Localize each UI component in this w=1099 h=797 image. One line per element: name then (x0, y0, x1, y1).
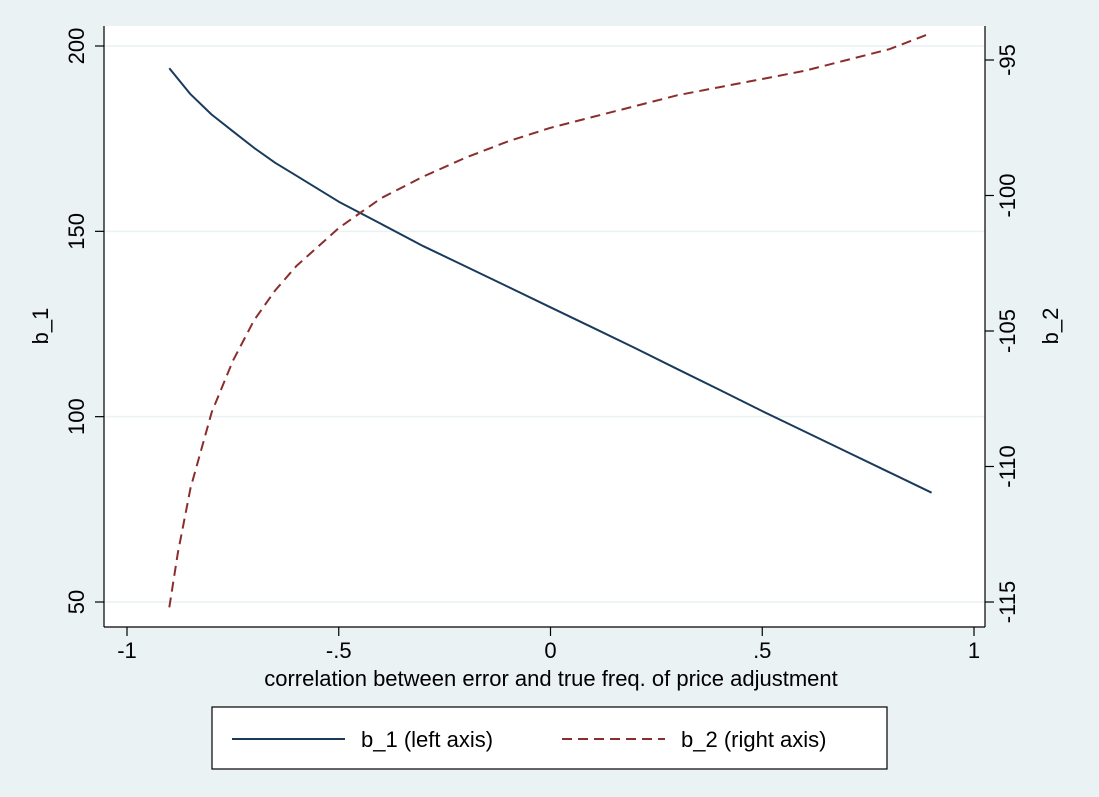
x-axis-ticks: -1 -.5 0 .5 1 (117, 627, 980, 663)
plot-area (104, 26, 985, 627)
legend-label-b1: b_1 (left axis) (361, 727, 493, 752)
y-right-tick-label-3: -110 (995, 445, 1020, 487)
y-left-axis-ticks: 50 100 150 200 (64, 28, 104, 614)
x-tick-label-4: 1 (968, 638, 980, 663)
y-left-axis-title: b_1 (28, 308, 53, 345)
y-left-tick-label-0: 50 (64, 590, 89, 614)
y-left-tick-label-3: 200 (64, 28, 89, 65)
series-lines (168, 31, 933, 608)
y-right-tick-label-2: -105 (995, 309, 1020, 353)
x-tick-label-0: -1 (117, 638, 137, 663)
legend-label-b2: b_2 (right axis) (681, 727, 827, 752)
y-right-tick-label-0: -95 (995, 44, 1020, 76)
gridlines (104, 45, 985, 603)
x-tick-label-1: -.5 (326, 638, 352, 663)
y-right-axis-title: b_2 (1038, 308, 1063, 345)
x-axis-title: correlation between error and true freq.… (264, 666, 838, 691)
y-right-axis-ticks: -95 -100 -105 -110 -115 (985, 44, 1020, 623)
y-right-tick-label-1: -100 (995, 173, 1020, 217)
x-tick-label-2: 0 (544, 638, 556, 663)
legend: b_1 (left axis) b_2 (right axis) (211, 706, 888, 770)
axes (103, 26, 986, 628)
x-tick-label-3: .5 (753, 638, 771, 663)
y-right-tick-label-4: -115 (995, 581, 1020, 623)
y-left-tick-label-2: 150 (64, 213, 89, 250)
series-line-1 (168, 67, 933, 494)
y-left-tick-label-1: 100 (64, 398, 89, 435)
